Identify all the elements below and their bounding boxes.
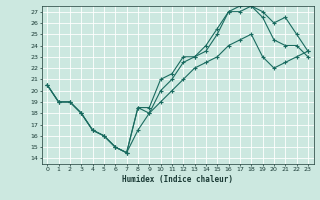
X-axis label: Humidex (Indice chaleur): Humidex (Indice chaleur) xyxy=(122,175,233,184)
